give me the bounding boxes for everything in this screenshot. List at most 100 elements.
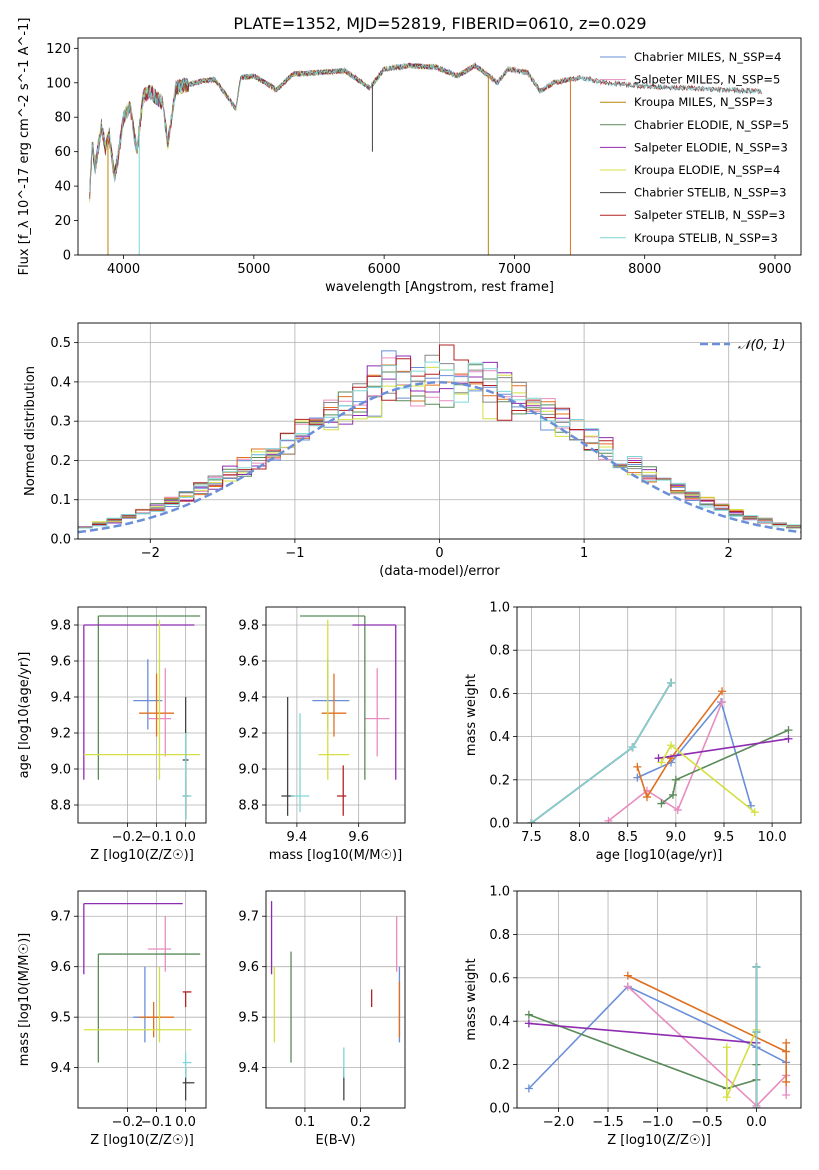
mass-weight-point: [722, 1093, 731, 1102]
legend-label: Salpeter STELIB, N_SSP=3: [634, 208, 785, 222]
mass-weight-line: [608, 701, 723, 822]
mass-weight-point: [642, 793, 651, 802]
x-tick-label: 0.0: [175, 1115, 196, 1130]
plot-area-spectrum: [89, 62, 763, 255]
x-tick-label: 2: [725, 546, 733, 561]
y-tick-label: 40: [54, 180, 71, 195]
axes-frame: [77, 322, 802, 540]
normal-reference-curve: [78, 381, 801, 534]
x-axis-label: E(B-V): [315, 1133, 355, 1148]
x-tick-label: 6000: [368, 262, 401, 277]
panel-mass_vs_Z: −0.2−0.1 0.0 9.4 9.5 9.6 9.7 Z [log10(Z/Z☉)] ma…: [17, 890, 207, 1148]
x-tick-label: 7000: [498, 262, 531, 277]
mass-weight-point: [750, 808, 759, 817]
y-tick-label: 0.4: [489, 1015, 510, 1030]
y-axis-label: mass weight: [464, 674, 479, 756]
mass-weight-point: [782, 1038, 791, 1047]
y-axis-label: Flux [f_λ 10^-17 erg cm^-2 s^-1 A^-1]: [17, 18, 32, 276]
x-axis-label: age [log10(age/yr)]: [596, 848, 723, 863]
x-axis-label: Z [log10(Z/Z☉)]: [90, 848, 194, 863]
x-tick-label: −1.0: [642, 1115, 674, 1130]
x-tick-label: −0.2: [112, 830, 144, 845]
mass-weight-point: [667, 741, 676, 750]
panels: 4000 5000 6000 7000 8000 9000020406080100120w…: [17, 18, 802, 1148]
y-tick-label: 80: [54, 111, 71, 126]
y-tick-label: 0.5: [50, 336, 71, 351]
legend-label: Kroupa MILES, N_SSP=3: [634, 95, 773, 109]
y-tick-label: 9.6: [50, 960, 71, 975]
x-tick-label: 8000: [628, 262, 661, 277]
y-tick-label: 9.5: [50, 1011, 71, 1026]
x-tick-label: 9.4: [287, 830, 308, 845]
x-tick-label: −0.2: [112, 1115, 144, 1130]
plot-area-residuals: [78, 344, 801, 534]
histogram-step: [78, 364, 801, 529]
x-tick-label: 9.5: [714, 830, 735, 845]
spectrum-line: [89, 62, 763, 193]
y-tick-label: 9.2: [50, 727, 71, 742]
y-tick-label: 0.3: [50, 415, 71, 430]
histogram-step: [78, 364, 801, 528]
x-tick-label: 9000: [758, 262, 791, 277]
mass-weight-line: [627, 974, 787, 1082]
legend-label: Chabrier STELIB, N_SSP=3: [634, 186, 786, 200]
y-tick-label: 0.1: [50, 493, 71, 508]
spectrum-line: [89, 62, 489, 194]
histogram-step: [78, 361, 801, 529]
plot-area-mass_vs_Z: [83, 902, 201, 1101]
x-tick-label: 4000: [107, 262, 140, 277]
y-tick-label: 9.4: [238, 1061, 259, 1076]
axes-frame: [265, 606, 406, 824]
x-tick-label: 8.5: [617, 830, 638, 845]
mass-weight-point: [752, 1028, 761, 1037]
panel-weight_vs_age: 7.5 8.0 8.5 9.0 9.5 10.0 0.0 0.2 0.4 0.6 0.8 1.0 age…: [464, 601, 802, 863]
plot-area-age_vs_Z: [83, 615, 201, 820]
mass-weight-point: [718, 698, 727, 707]
y-tick-label: 0.4: [50, 375, 71, 390]
axes-frame: [77, 890, 207, 1109]
mass-weight-point: [657, 758, 666, 767]
panel-mass_vs_ebv: 0.1 0.2 9.4 9.5 9.6 9.7 E(B-V): [238, 890, 406, 1148]
y-tick-label: 9.6: [238, 655, 259, 670]
mass-weight-line: [528, 1022, 757, 1044]
x-tick-label: 0: [435, 546, 443, 561]
x-tick-label: −2.0: [543, 1115, 575, 1130]
x-tick-label: 9.6: [348, 830, 369, 845]
axes-frame: [516, 606, 802, 824]
x-tick-label: 5000: [237, 262, 270, 277]
mass-weight-point: [667, 678, 676, 687]
legend-label: 𝒩(0, 1): [738, 338, 785, 353]
y-tick-label: 8.8: [238, 799, 259, 814]
y-tick-label: 9.0: [50, 763, 71, 778]
x-tick-label: 7.5: [521, 830, 542, 845]
mass-weight-point: [524, 1019, 533, 1028]
panel-age_vs_mass: 9.4 9.6 8.8 9.0 9.2 9.4 9.6 9.8 mass [log10(M/M☉…: [238, 606, 406, 863]
x-tick-label: 10.0: [758, 830, 787, 845]
mass-weight-point: [633, 762, 642, 771]
x-axis-label: Z [log10(Z/Z☉)]: [607, 1133, 711, 1148]
axes-frame: [77, 606, 207, 824]
panel-residuals: −2 −1 0 1 2 0.0 0.1 0.2 0.3 0.4 0.5 (data-model)/er…: [23, 322, 802, 579]
axes-frame: [77, 37, 802, 256]
y-tick-label: 9.2: [238, 727, 259, 742]
x-axis-label: mass [log10(M/M☉)]: [269, 848, 402, 863]
x-tick-label: −0.1: [141, 1115, 173, 1130]
mass-weight-line: [636, 690, 723, 799]
mass-weight-point: [524, 1010, 533, 1019]
mass-weight-point: [623, 982, 632, 991]
figure-title: PLATE=1352, MJD=52819, FIBERID=0610, z=0…: [233, 14, 646, 33]
histogram-step: [78, 344, 801, 529]
spectrum-line: [89, 62, 489, 203]
y-tick-label: 9.6: [238, 960, 259, 975]
mass-weight-point: [784, 726, 793, 735]
x-tick-label: 0.0: [746, 1115, 767, 1130]
x-tick-label: −1.5: [592, 1115, 624, 1130]
panel-age_vs_Z: −0.2−0.1 0.0 8.8 9.0 9.2 9.4 9.6 9.8 Z [log10(Z/…: [17, 606, 207, 863]
y-tick-label: 120: [46, 42, 71, 57]
histogram-step: [78, 355, 801, 528]
y-tick-label: 9.4: [238, 691, 259, 706]
x-tick-label: 1: [580, 546, 588, 561]
y-tick-label: 1.0: [489, 885, 510, 900]
mass-weight-point: [604, 816, 613, 823]
